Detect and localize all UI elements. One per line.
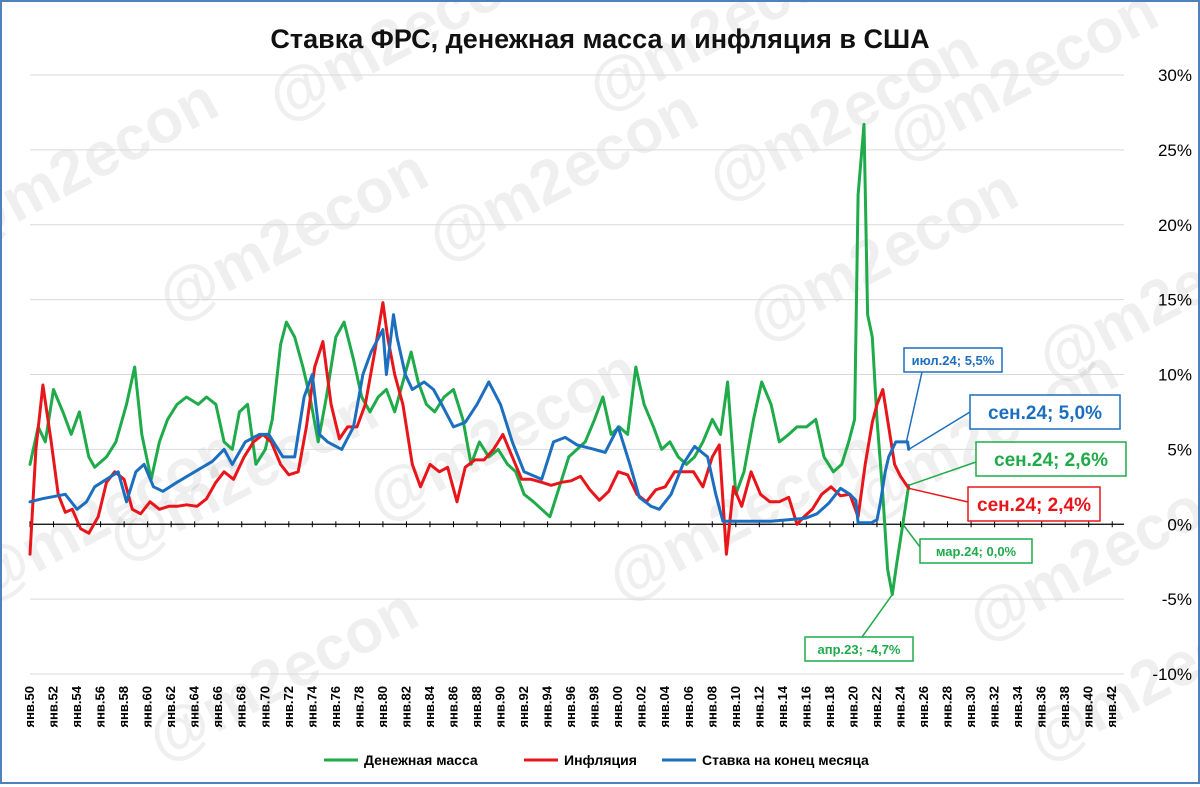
y-tick-label: 30% [1158, 66, 1192, 85]
x-tick-label: янв.06 [681, 686, 696, 728]
x-tick-label: янв.84 [422, 685, 437, 727]
x-tick-label: янв.64 [187, 685, 202, 727]
x-tick-label: янв.28 [940, 686, 955, 728]
x-axis-ticks: янв.50 янв.52 янв.54 янв.56 янв.58 янв.60 янв.… [22, 521, 1119, 728]
annotation-leader [908, 411, 971, 451]
annotation-box [975, 441, 1127, 477]
x-tick-label: янв.10 [728, 686, 743, 728]
x-tick-label: янв.78 [351, 686, 366, 728]
annotation-label: июл.24; 5,5% [912, 353, 995, 368]
series-line-money-supply [28, 122, 911, 597]
x-tick-label: янв.34 [1010, 685, 1025, 727]
y-tick-label: 25% [1158, 141, 1192, 160]
x-tick-label: янв.42 [1104, 686, 1119, 728]
x-tick-label: янв.86 [445, 686, 460, 728]
x-tick-label: янв.18 [822, 686, 837, 728]
y-tick-label: 5% [1167, 440, 1192, 459]
y-tick-label: -10% [1152, 665, 1192, 684]
x-tick-label: янв.72 [281, 686, 296, 728]
x-tick-label: янв.38 [1057, 686, 1072, 728]
x-tick-label: янв.60 [140, 686, 155, 728]
x-tick-label: янв.82 [398, 686, 413, 728]
y-tick-label: 10% [1158, 366, 1192, 385]
x-tick-label: янв.92 [516, 686, 531, 728]
annotation-leader [908, 487, 969, 503]
x-tick-label: янв.74 [304, 685, 319, 727]
x-tick-label: янв.00 [610, 686, 625, 728]
x-tick-label: янв.04 [657, 685, 672, 727]
x-tick-label: янв.94 [540, 685, 555, 727]
y-tick-label: 0% [1167, 515, 1192, 534]
x-tick-label: янв.16 [798, 686, 813, 728]
annotation-label: сен.24; 2,6% [994, 450, 1108, 471]
x-tick-label: янв.80 [375, 686, 390, 728]
x-tick-label: янв.68 [234, 686, 249, 728]
y-axis-ticks: -10% -5% 0% 5% 10% 15% 20% 25% 30% [1152, 66, 1192, 684]
y-tick-label: -5% [1162, 590, 1192, 609]
watermark-text: @m2econ [416, 75, 709, 274]
annotation-leader [861, 594, 893, 638]
x-tick-label: янв.90 [493, 686, 508, 728]
y-tick-label: 15% [1158, 291, 1192, 310]
x-tick-label: янв.24 [892, 685, 907, 727]
watermark-text: @m2econ [146, 135, 439, 334]
chart-title: Ставка ФРС, денежная масса и инфляция в … [270, 24, 929, 54]
annotation-leader [908, 461, 977, 487]
annotation-label: мар.24; 0,0% [936, 544, 1017, 559]
x-tick-label: янв.22 [869, 686, 884, 728]
watermark-text: @m2econ [596, 415, 889, 614]
x-tick-label: янв.40 [1081, 686, 1096, 728]
annotation-label: сен.24; 5,0% [988, 403, 1102, 424]
x-tick-label: янв.02 [634, 686, 649, 728]
x-tick-label: янв.30 [963, 686, 978, 728]
series-line-fed-rate [28, 313, 911, 525]
x-tick-label: янв.66 [210, 686, 225, 728]
x-tick-label: янв.12 [751, 686, 766, 728]
x-tick-label: янв.96 [563, 686, 578, 728]
legend-label: Ставка на конец месяца [702, 752, 869, 768]
x-tick-label: янв.76 [328, 686, 343, 728]
x-tick-label: янв.36 [1034, 686, 1049, 728]
annotation-leader [902, 523, 921, 548]
watermark-text: @m2econ [256, 2, 549, 134]
x-tick-label: янв.88 [469, 686, 484, 728]
series-layer [28, 122, 911, 597]
x-tick-label: янв.98 [587, 686, 602, 728]
x-tick-label: янв.58 [116, 686, 131, 728]
legend-label: Инфляция [564, 752, 637, 768]
annotation-box [919, 538, 1033, 564]
x-tick-label: янв.70 [257, 686, 272, 728]
annotation-box [804, 636, 914, 662]
watermark-text: @m2econ [136, 575, 429, 774]
x-tick-label: янв.50 [22, 686, 37, 728]
series-line-inflation [28, 301, 911, 556]
annotation-leader [905, 371, 923, 443]
x-tick-label: янв.32 [987, 686, 1002, 728]
annotation-box [969, 394, 1121, 430]
legend-label: Денежная масса [364, 752, 478, 768]
annotation-label: апр.23; -4,7% [818, 642, 901, 657]
x-tick-label: янв.08 [704, 686, 719, 728]
x-tick-label: янв.62 [163, 686, 178, 728]
annotation-box [967, 486, 1101, 522]
x-tick-label: янв.20 [845, 686, 860, 728]
x-tick-label: янв.26 [916, 686, 931, 728]
watermark-text: @m2econ [2, 65, 229, 264]
x-tick-label: янв.54 [69, 685, 84, 727]
x-tick-label: янв.52 [46, 686, 61, 728]
annotations-layer: июл.24; 5,5% сен.24; 5,0% сен.24; 2,6% сен.… [804, 347, 1127, 662]
x-tick-label: янв.14 [775, 685, 790, 727]
y-tick-label: 20% [1158, 216, 1192, 235]
annotation-box [903, 347, 1003, 373]
annotation-label: сен.24; 2,4% [977, 495, 1091, 516]
legend: Денежная масса Инфляция Ставка на конец ме… [324, 752, 869, 768]
x-tick-label: янв.56 [93, 686, 108, 728]
